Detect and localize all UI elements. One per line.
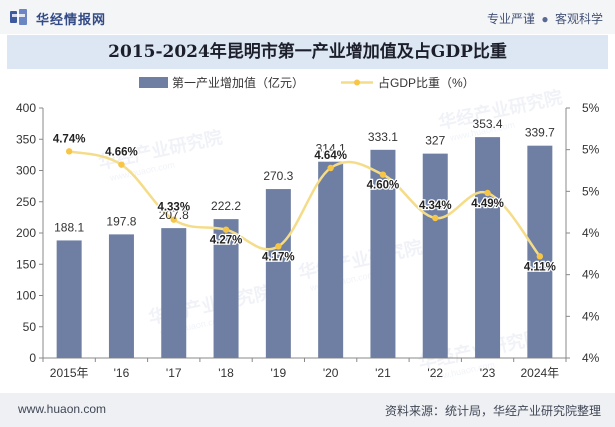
gdp-share-point: [379, 171, 387, 178]
x-tick-label: '22: [427, 366, 443, 380]
line-series: [65, 148, 544, 260]
bar-value-label: 197.8: [106, 214, 136, 228]
y-right-tick-label: 5%: [582, 143, 600, 157]
x-tick-label: '20: [323, 366, 339, 380]
header-tagline: 专业严谨 ● 客观科学: [487, 10, 603, 27]
bar: [422, 153, 448, 358]
bar: [527, 145, 553, 358]
tagline-left: 专业严谨: [487, 12, 536, 26]
header-bar: 华经情报网 专业严谨 ● 客观科学: [0, 0, 615, 34]
y-left-tick-label: 150: [16, 257, 36, 271]
gdp-share-point: [275, 243, 282, 250]
y-left-tick-label: 100: [16, 289, 36, 303]
bar-value-label: 222.2: [211, 199, 241, 213]
bar: [56, 240, 82, 358]
x-tick-label: '23: [480, 366, 496, 380]
bar: [475, 137, 501, 358]
legend: 第一产业增加值（亿元） 占GDP比重（%）: [139, 75, 475, 90]
chart: 华经产业研究院www.huaon.com华经产业研究院www.huaon.com…: [16, 75, 600, 383]
data-labels: 188.1 197.8 207.8 222.2 270.3 314.1 333.1 327 35…: [52, 117, 557, 274]
gdp-share-point: [536, 253, 544, 260]
gdp-share-label: 4.60%: [367, 180, 400, 192]
footer-source: 资料来源：统计局，华经产业研究院整理: [384, 404, 601, 418]
y-left-tick-label: 200: [16, 226, 36, 240]
gdp-share-label: 4.74%: [53, 133, 86, 145]
x-tick-label: '21: [375, 366, 391, 380]
bar-value-label: 188.1: [54, 220, 84, 234]
gdp-share-line: [68, 150, 541, 258]
gdp-share-point: [484, 189, 491, 197]
gdp-share-label: 4.33%: [157, 202, 190, 214]
bar-value-label: 353.4: [473, 117, 503, 131]
bar: [213, 219, 239, 358]
gdp-share-label: 4.64%: [314, 150, 347, 162]
bar: [265, 189, 291, 358]
legend-line-label: 占GDP比重（%）: [378, 75, 475, 90]
footer-bar: www.huaon.com 资料来源：统计局，华经产业研究院整理: [0, 393, 615, 427]
x-tick-label: 2015年: [50, 366, 89, 380]
brand-logo-icon: [10, 9, 27, 25]
gdp-share-label: 4.66%: [105, 147, 138, 159]
y-right-tick-label: 4%: [582, 268, 600, 282]
bar-value-label: 339.7: [525, 126, 555, 140]
y-left-tick-label: 250: [16, 195, 36, 209]
bar: [318, 161, 344, 358]
y-right-tick-label: 5%: [582, 101, 600, 115]
legend-line-marker: [354, 79, 360, 86]
y-left-tick-label: 50: [23, 320, 37, 334]
bar: [161, 228, 187, 358]
gdp-share-label: 4.34%: [419, 200, 452, 212]
y-left-tick-label: 350: [16, 132, 36, 146]
title-band: 2015-2024年昆明市第一产业增加值及占GDP比重: [7, 35, 608, 69]
gdp-share-point: [432, 214, 439, 222]
tagline-separator: ●: [541, 12, 549, 26]
legend-bar-label: 第一产业增加值（亿元）: [172, 75, 304, 90]
y-right-tick-label: 5%: [582, 184, 600, 198]
y-left-tick-label: 0: [29, 351, 36, 365]
gdp-share-label: 4.11%: [524, 261, 556, 273]
bar-value-label: 207.8: [159, 208, 189, 222]
bar-value-label: 327: [425, 134, 445, 148]
tagline-right: 客观科学: [554, 12, 603, 26]
y-left-tick-label: 300: [16, 164, 36, 178]
bar-value-label: 314.1: [316, 142, 346, 156]
bar-series: [56, 137, 553, 358]
bar-value-label: 270.3: [263, 169, 293, 183]
x-tick-label: '18: [218, 366, 234, 380]
brand-name: 华经情报网: [36, 12, 107, 27]
y-right-tick-label: 4%: [582, 309, 600, 323]
bar: [370, 149, 396, 358]
chart-title: 2015-2024年昆明市第一产业增加值及占GDP比重: [108, 42, 507, 62]
gdp-share-point: [118, 161, 125, 168]
y-right-tick-label: 4%: [582, 226, 600, 240]
gdp-share-point: [65, 148, 73, 155]
bar: [108, 234, 134, 358]
gdp-share-point: [222, 226, 230, 233]
bar-value-label: 333.1: [368, 130, 398, 144]
gdp-share-label: 4.49%: [471, 198, 504, 210]
legend-bar-swatch: [139, 77, 168, 88]
x-tick-label: 2024年: [520, 366, 559, 380]
y-left-tick-label: 400: [16, 101, 36, 115]
x-tick-label: '17: [166, 366, 182, 380]
gdp-share-label: 4.17%: [262, 251, 295, 263]
x-tick-label: '16: [114, 366, 130, 380]
gdp-share-point: [327, 164, 334, 172]
gdp-share-point: [170, 216, 177, 223]
y-right-tick-label: 4%: [582, 351, 600, 365]
gdp-share-label: 4.27%: [210, 235, 243, 247]
x-tick-label: '19: [271, 366, 287, 380]
footer-website: www.huaon.com: [18, 402, 107, 416]
